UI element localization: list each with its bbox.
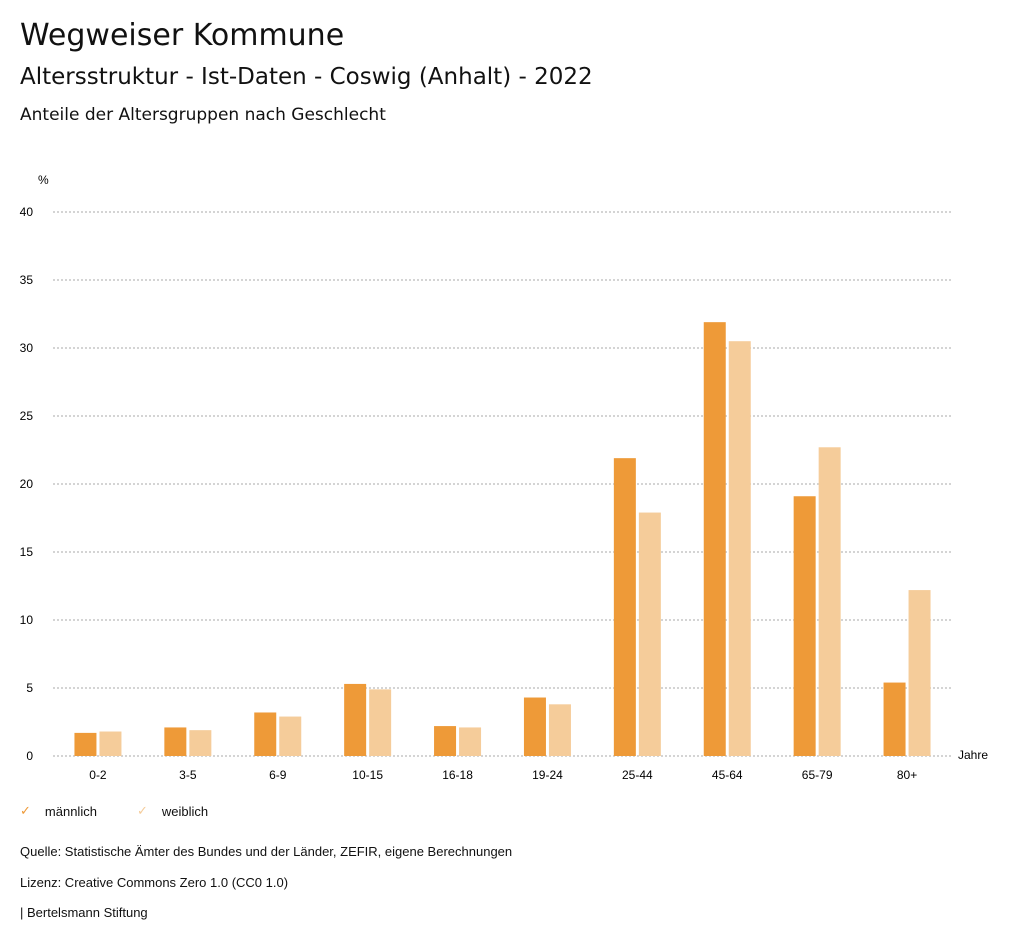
bar-female-3-5[interactable]	[189, 730, 212, 756]
bar-male-80+[interactable]	[883, 682, 906, 756]
bar-female-0-2[interactable]	[99, 731, 122, 756]
x-tick-label: 65-79	[802, 768, 833, 782]
x-axis-label: Jahre	[958, 748, 988, 762]
bar-chart: % 0 5 10 15 20 25 30 35 40 0-2 3-5 6-9 10-15 16-18 19-2…	[20, 173, 989, 782]
app-title: Wegweiser Kommune	[20, 18, 345, 53]
bar-male-3-5[interactable]	[164, 727, 187, 756]
bar-female-10-15[interactable]	[369, 689, 392, 756]
bar-female-65-79[interactable]	[818, 447, 841, 756]
y-tick-label: 20	[20, 477, 34, 491]
bar-male-19-24[interactable]	[523, 697, 546, 756]
legend-label: weiblich	[161, 803, 209, 819]
bar-female-16-18[interactable]	[459, 727, 482, 756]
y-tick-label: 25	[20, 409, 34, 423]
bar-female-6-9[interactable]	[279, 716, 302, 756]
bar-male-65-79[interactable]	[793, 496, 816, 756]
x-tick-label: 0-2	[89, 768, 107, 782]
bar-male-0-2[interactable]	[74, 732, 97, 756]
y-tick-label: 15	[20, 545, 34, 559]
legend-item-female[interactable]: ✓ weiblich	[137, 803, 208, 819]
x-tick-label: 10-15	[352, 768, 383, 782]
bar-female-80+[interactable]	[908, 590, 931, 756]
y-tick-label: 30	[20, 341, 34, 355]
source-text: Quelle: Statistische Ämter des Bundes un…	[20, 844, 513, 859]
bar-female-25-44[interactable]	[638, 512, 661, 756]
x-tick-label: 16-18	[442, 768, 473, 782]
y-tick-label: 5	[26, 681, 33, 695]
y-tick-label: 35	[20, 273, 34, 287]
license-text: Lizenz: Creative Commons Zero 1.0 (CC0 1…	[20, 875, 289, 890]
chart-title: Anteile der Altersgruppen nach Geschlech…	[20, 105, 386, 125]
brand-text: | Bertelsmann Stiftung	[20, 905, 148, 920]
x-tick-label: 45-64	[712, 768, 743, 782]
bar-male-25-44[interactable]	[613, 458, 636, 756]
x-tick-label: 3-5	[179, 768, 197, 782]
bar-male-45-64[interactable]	[703, 322, 726, 756]
bar-female-45-64[interactable]	[728, 341, 751, 756]
page-subtitle: Altersstruktur - Ist-Daten - Coswig (Anh…	[20, 64, 593, 90]
legend-label: männlich	[44, 803, 97, 819]
x-tick-label: 80+	[897, 768, 917, 782]
check-icon: ✓	[137, 803, 148, 818]
y-tick-label: 10	[20, 613, 34, 627]
y-axis-unit: %	[38, 173, 49, 187]
x-tick-label: 19-24	[532, 768, 563, 782]
y-tick-label: 40	[20, 205, 34, 219]
bar-male-16-18[interactable]	[434, 726, 457, 756]
legend-item-male[interactable]: ✓ männlich	[20, 803, 97, 819]
x-tick-label: 25-44	[622, 768, 653, 782]
bar-male-6-9[interactable]	[254, 712, 277, 756]
y-tick-label: 0	[26, 749, 33, 763]
bar-male-10-15[interactable]	[344, 683, 367, 756]
check-icon: ✓	[20, 803, 31, 818]
x-tick-label: 6-9	[269, 768, 287, 782]
bar-female-19-24[interactable]	[548, 704, 571, 756]
